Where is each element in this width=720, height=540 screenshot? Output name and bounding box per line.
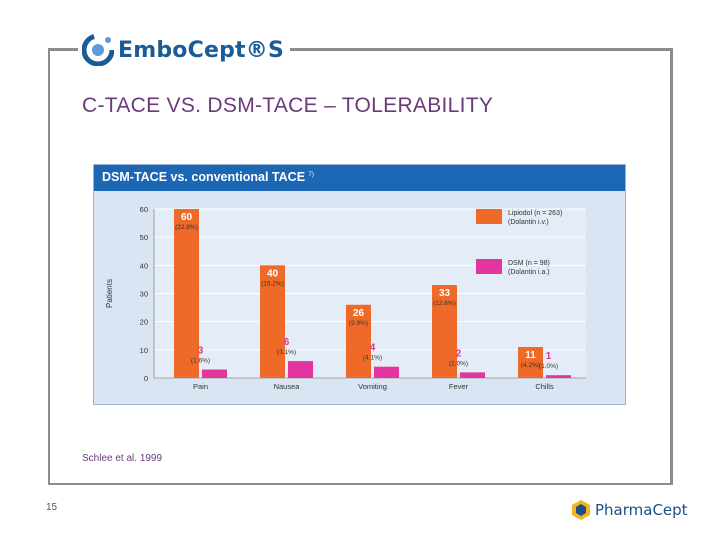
y-tick-label: 30 (140, 290, 148, 299)
y-tick-label: 40 (140, 261, 148, 270)
data-label-dsm-percent: (2.0%) (449, 360, 468, 367)
data-label-lipiodol-percent: (9.9%) (349, 320, 368, 327)
y-tick-label: 60 (140, 205, 148, 214)
data-label-lipiodol-percent: (22.8%) (175, 224, 198, 231)
data-label-lipiodol-percent: (4.2%) (521, 362, 540, 369)
bar-dsm-nausea (288, 361, 313, 378)
legend-label-lipiodol: Lipiodol (n = 263) (508, 210, 562, 217)
data-label-dsm-percent: (3.1%) (277, 349, 296, 356)
legend-swatch-dsm (476, 259, 502, 274)
data-label-lipiodol-percent: (12.6%) (433, 300, 456, 307)
reference-citation: Schlee et al. 1999 (82, 453, 163, 464)
bar-lipiodol-vomiting (346, 304, 371, 378)
x-tick-label: Fever (449, 382, 469, 391)
bar-dsm-chills (546, 375, 571, 378)
bar-dsm-vomiting (374, 366, 399, 378)
data-label-lipiodol-value: 40 (267, 268, 279, 279)
data-label-lipiodol-value: 33 (439, 288, 451, 299)
legend-sublabel-dsm: (Dolantin i.a.) (508, 269, 550, 276)
frame-bottom-line (48, 483, 673, 485)
chart-header-bar: DSM-TACE vs. conventional TACE 7) (94, 165, 625, 191)
bar-lipiodol-chills (518, 347, 543, 378)
data-label-dsm-percent: (1.6%) (191, 358, 210, 365)
pharmacept-logo: PharmaCept (570, 499, 688, 521)
x-tick-label: Chills (535, 382, 554, 391)
data-label-dsm-value: 2 (456, 348, 462, 359)
pharmacept-logo-text: PharmaCept (595, 501, 688, 519)
data-label-lipiodol-value: 26 (353, 308, 365, 319)
page-number: 15 (46, 502, 58, 513)
data-label-dsm-value: 4 (370, 343, 376, 354)
frame-right-line (670, 48, 673, 485)
x-tick-label: Vomiting (358, 382, 387, 391)
chart-title: DSM-TACE vs. conventional TACE 7) (102, 170, 314, 184)
y-tick-label: 10 (140, 346, 148, 355)
data-label-lipiodol-percent: (15.2%) (261, 280, 284, 287)
legend-swatch-lipiodol (476, 209, 502, 224)
bar-chart: 0102030405060Patients60(22.8%)3(1.6%)Pai… (105, 205, 586, 391)
y-tick-label: 0 (144, 374, 148, 383)
x-tick-label: Nausea (274, 382, 301, 391)
slide-title: C-TACE VS. DSM-TACE – TOLERABILITY (82, 94, 494, 117)
frame-left-line (48, 48, 50, 485)
embocept-logo-text: EmboCept®S (118, 37, 284, 63)
data-label-dsm-percent: (1.0%) (539, 363, 558, 370)
bar-lipiodol-pain (174, 209, 199, 378)
data-label-dsm-value: 3 (198, 346, 204, 357)
bar-dsm-fever (460, 372, 485, 378)
bar-dsm-pain (202, 369, 227, 378)
bar-lipiodol-fever (432, 285, 457, 378)
data-label-lipiodol-value: 60 (181, 212, 193, 223)
chart-title-text: DSM-TACE vs. conventional TACE (102, 170, 306, 184)
legend-sublabel-lipiodol: (Dolantin i.v.) (508, 219, 549, 226)
pharmacept-logo-icon (572, 500, 590, 520)
y-tick-label: 50 (140, 233, 148, 242)
bar-lipiodol-nausea (260, 265, 285, 378)
data-label-dsm-value: 6 (284, 337, 290, 348)
data-label-dsm-value: 1 (546, 351, 552, 362)
data-label-dsm-percent: (4.1%) (363, 355, 382, 362)
y-tick-label: 20 (140, 318, 148, 327)
embocept-logo-icon (82, 34, 114, 66)
chart-panel: DSM-TACE vs. conventional TACE 7) 0 10 20 3… (93, 164, 626, 405)
y-axis-label: Patients (105, 279, 114, 308)
data-label-lipiodol-value: 11 (525, 350, 536, 361)
frame-top-line (48, 48, 673, 51)
legend-label-dsm: DSM (n = 98) (508, 260, 550, 267)
x-tick-label: Pain (193, 382, 208, 391)
embocept-logo: EmboCept®S (78, 30, 290, 70)
chart-title-footnote: 7) (308, 171, 314, 178)
